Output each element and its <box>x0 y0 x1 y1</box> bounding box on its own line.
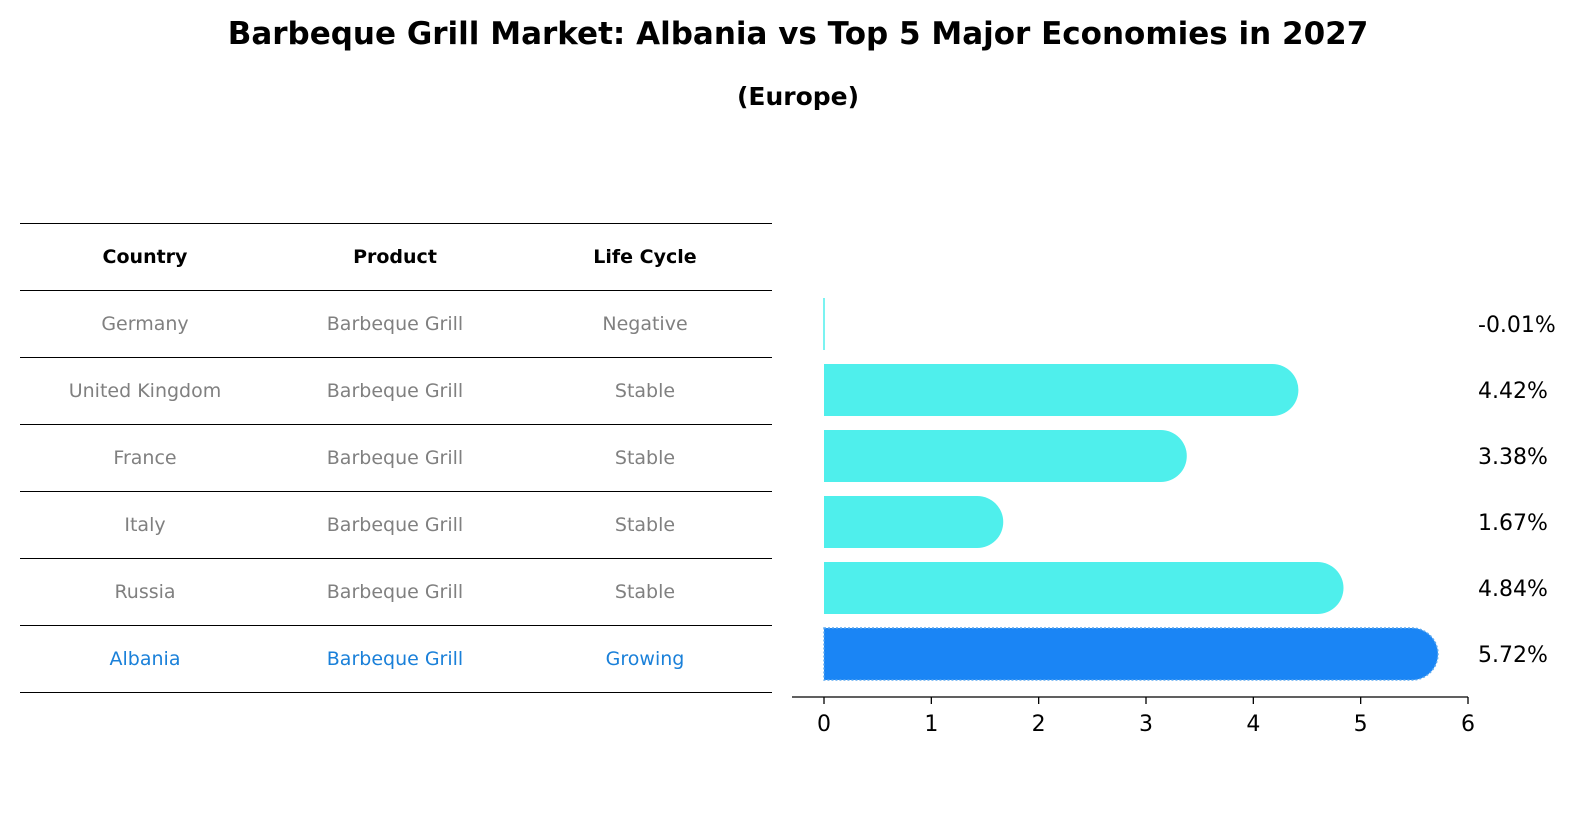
value-label-5: 5.72% <box>1478 643 1548 668</box>
value-label-1: 4.42% <box>1478 379 1548 404</box>
table-row-highlight: Albania Barbeque Grill Growing <box>20 625 772 693</box>
chart-subtitle: (Europe) <box>736 82 860 111</box>
x-tick-label-4: 4 <box>1246 712 1260 737</box>
cell-product: Barbeque Grill <box>326 313 464 335</box>
cell-product: Barbeque Grill <box>326 648 464 670</box>
chart-title: Barbeque Grill Market: Albania vs Top 5 … <box>227 16 1369 52</box>
bar-2 <box>824 430 1187 482</box>
cell-country: Russia <box>114 581 176 603</box>
value-label-2: 3.38% <box>1478 445 1548 470</box>
cell-country: Albania <box>109 648 181 670</box>
value-label-0: -0.01% <box>1478 313 1556 338</box>
cell-product: Barbeque Grill <box>326 514 464 536</box>
cell-life-cycle: Stable <box>614 447 676 469</box>
x-tick-label-2: 2 <box>1032 712 1046 737</box>
table-row: Italy Barbeque Grill Stable <box>20 491 772 558</box>
x-tick-label-1: 1 <box>924 712 938 737</box>
cell-product: Barbeque Grill <box>326 581 464 603</box>
header-life-cycle: Life Cycle <box>593 246 697 268</box>
cell-product: Barbeque Grill <box>326 447 464 469</box>
x-tick-label-6: 6 <box>1461 712 1475 737</box>
cell-life-cycle: Growing <box>605 648 685 670</box>
country-table: Country Product Life Cycle Germany Barbe… <box>20 223 772 693</box>
bar-5 <box>823 627 1439 681</box>
cell-life-cycle: Stable <box>614 380 676 402</box>
table-row: France Barbeque Grill Stable <box>20 424 772 491</box>
bar-4 <box>824 562 1344 614</box>
x-tick-label-0: 0 <box>817 712 831 737</box>
x-tick-label-3: 3 <box>1139 712 1153 737</box>
table-header: Country Product Life Cycle <box>20 223 772 290</box>
table-row: Russia Barbeque Grill Stable <box>20 558 772 625</box>
value-label-4: 4.84% <box>1478 577 1548 602</box>
x-tick-label-5: 5 <box>1354 712 1368 737</box>
bar-1 <box>824 364 1299 416</box>
cell-country: Germany <box>101 313 189 335</box>
bar-3 <box>824 496 1004 548</box>
cell-country: Italy <box>124 514 166 536</box>
cell-product: Barbeque Grill <box>326 380 464 402</box>
cell-life-cycle: Stable <box>614 581 676 603</box>
header-product: Product <box>353 246 437 268</box>
cell-life-cycle: Stable <box>614 514 676 536</box>
header-country: Country <box>102 246 188 268</box>
table-row: Germany Barbeque Grill Negative <box>20 290 772 357</box>
value-label-3: 1.67% <box>1478 511 1548 536</box>
cell-life-cycle: Negative <box>602 313 688 335</box>
table-row: United Kingdom Barbeque Grill Stable <box>20 357 772 424</box>
cell-country: France <box>113 447 177 469</box>
cell-country: United Kingdom <box>68 380 222 402</box>
